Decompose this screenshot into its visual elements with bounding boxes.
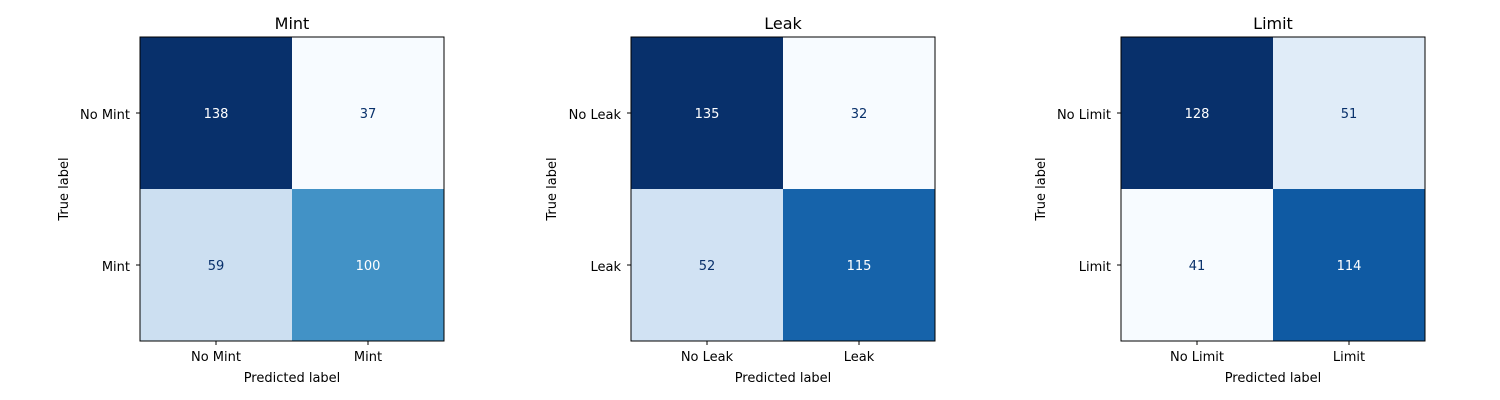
x-axis-label: Predicted label xyxy=(735,371,832,386)
y-tick-label: Limit xyxy=(1079,260,1111,275)
heatmap-cell xyxy=(140,189,292,341)
y-axis-label: True label xyxy=(57,157,72,221)
x-tick-label: No Leak xyxy=(681,350,734,365)
heatmap-cells xyxy=(1121,37,1425,341)
confusion-matrix-leak: Leak Predicted label True label No Leak … xyxy=(545,14,936,386)
heatmap-cell xyxy=(783,189,935,341)
heatmap-cells xyxy=(140,37,444,341)
x-axis-label: Predicted label xyxy=(1225,371,1322,386)
chart-title: Limit xyxy=(1253,14,1293,33)
cell-value-label: 128 xyxy=(1185,107,1210,122)
x-tick-label: No Mint xyxy=(191,350,241,365)
heatmap-cell xyxy=(1273,189,1425,341)
cell-value-label: 138 xyxy=(204,107,229,122)
heatmap-cells xyxy=(631,37,935,341)
cell-value-label: 41 xyxy=(1189,259,1206,274)
heatmap-cell xyxy=(292,37,444,189)
axes-frame xyxy=(1120,36,1426,342)
x-tick-label: Leak xyxy=(844,350,875,365)
cell-value-label: 37 xyxy=(360,107,377,122)
cell-value-label: 114 xyxy=(1337,259,1362,274)
x-tick-label: No Limit xyxy=(1170,350,1224,365)
cell-value-label: 135 xyxy=(695,107,720,122)
heatmap-cell xyxy=(631,189,783,341)
axes-frame xyxy=(139,36,445,342)
cell-value-label: 100 xyxy=(356,259,381,274)
confusion-matrix-limit: Limit Predicted label True label No Limi… xyxy=(1034,14,1426,386)
x-axis-label: Predicted label xyxy=(244,371,341,386)
y-tick-label: Leak xyxy=(590,260,621,275)
y-tick-label: No Leak xyxy=(569,108,622,123)
x-tick-label: Mint xyxy=(354,350,382,365)
x-tick-label: Limit xyxy=(1333,350,1365,365)
axes-frame xyxy=(630,36,936,342)
heatmap-cell xyxy=(1121,37,1273,189)
y-axis-label: True label xyxy=(1034,157,1049,221)
heatmap-cell xyxy=(1121,189,1273,341)
y-tick-label: No Limit xyxy=(1057,108,1111,123)
y-tick-label: Mint xyxy=(102,260,130,275)
heatmap-cell xyxy=(1273,37,1425,189)
cell-value-label: 32 xyxy=(851,107,868,122)
cell-value-label: 115 xyxy=(847,259,872,274)
cell-value-label: 59 xyxy=(208,259,225,274)
heatmap-cell xyxy=(140,37,292,189)
cell-value-label: 52 xyxy=(699,259,716,274)
heatmap-cell xyxy=(783,37,935,189)
y-tick-label: No Mint xyxy=(80,108,130,123)
confusion-matrix-mint: Mint Predicted label True label No Mint … xyxy=(57,14,445,386)
y-axis-label: True label xyxy=(545,157,560,221)
cell-value-label: 51 xyxy=(1341,107,1358,122)
chart-title: Mint xyxy=(275,14,310,33)
chart-title: Leak xyxy=(764,14,802,33)
heatmap-cell xyxy=(292,189,444,341)
heatmap-cell xyxy=(631,37,783,189)
